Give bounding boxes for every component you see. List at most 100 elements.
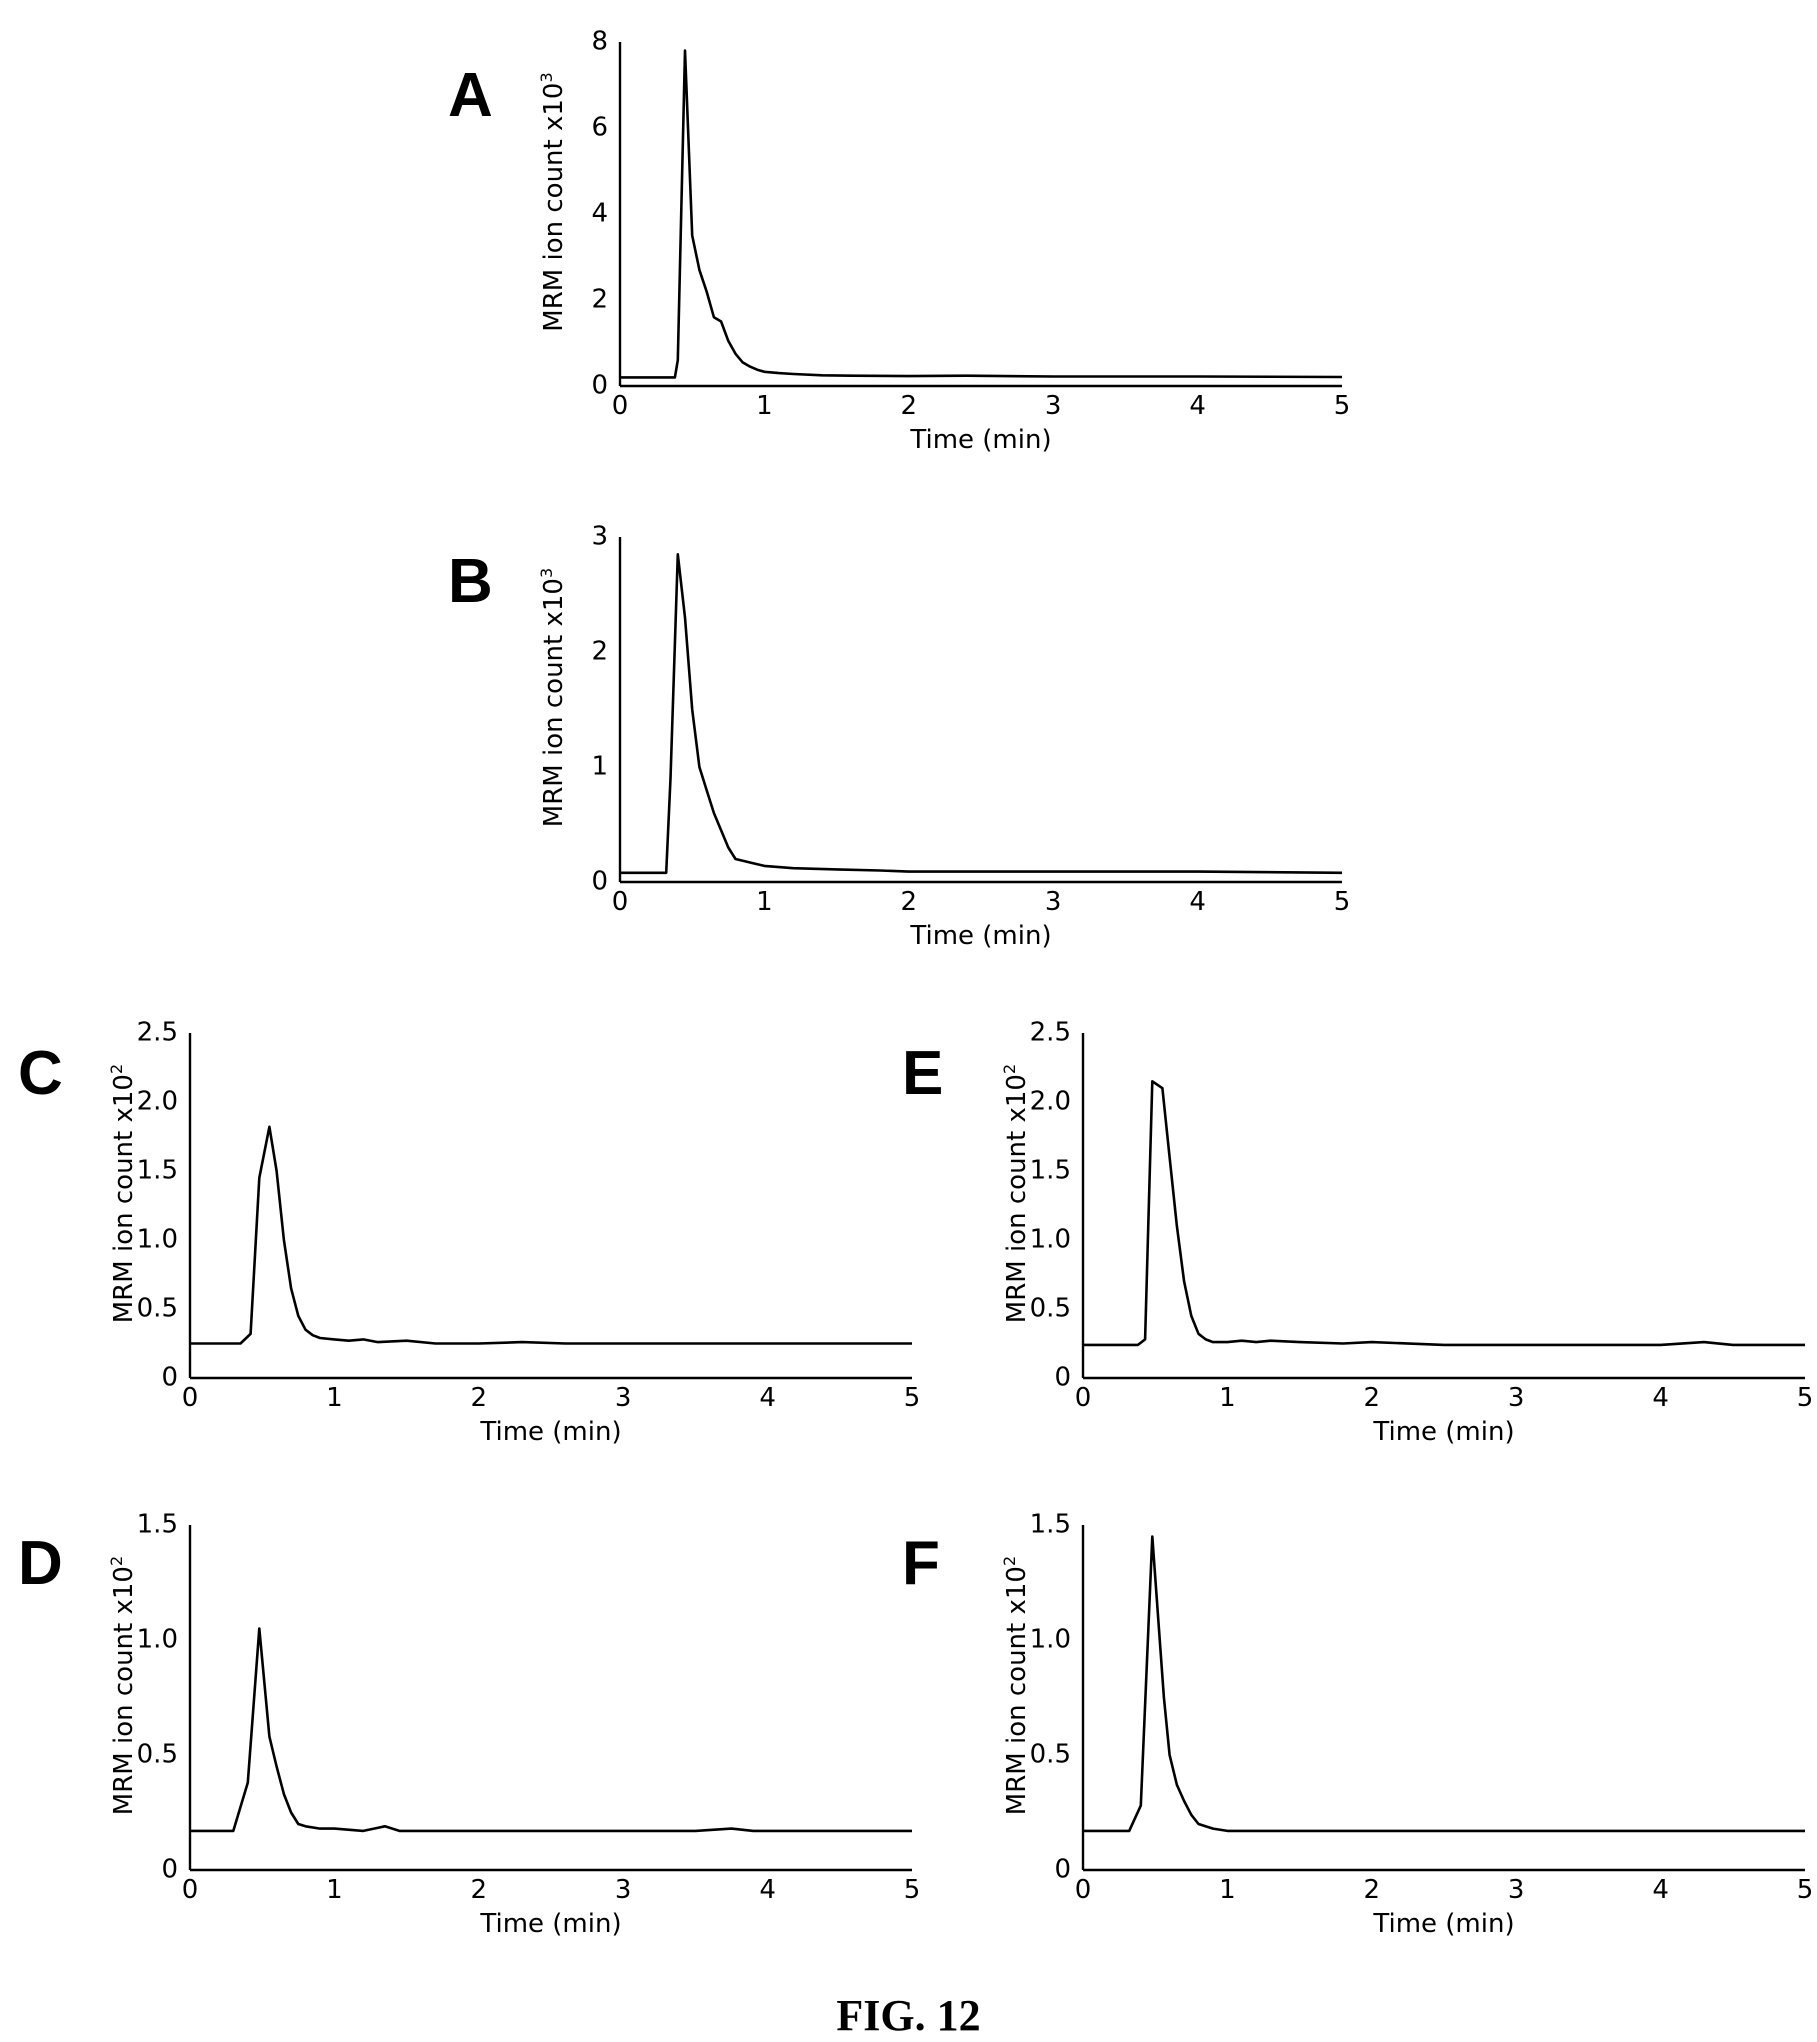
x-tick-label: 0 [612,391,629,421]
y-tick-label: 1.5 [137,1156,178,1186]
x-tick-label: 2 [901,887,918,917]
y-axis-title: MRM ion count x103 [537,72,569,331]
panel-letter: D [18,1529,63,1598]
x-tick-label: 0 [182,1383,199,1413]
x-tick-label: 3 [1045,887,1062,917]
x-tick-label: 1 [756,887,773,917]
x-tick-label: 1 [756,391,773,421]
x-tick-label: 4 [759,1383,776,1413]
y-axis-title: MRM ion count x102 [1000,1556,1032,1815]
y-tick-label: 0 [1054,1855,1071,1885]
y-axis-title-exponent: 2 [1000,1556,1019,1566]
x-tick-label: 1 [326,1875,343,1905]
y-tick-label: 1.0 [137,1625,178,1655]
x-tick-label: 0 [1075,1383,1092,1413]
chart-panel-e: E 0 0.5 1.0 1.5 2.0 2.5 0 1 2 3 4 5 Time (min) MRM ion… [902,1018,1813,1448]
x-tick-label: 5 [1334,887,1351,917]
y-tick-label: 0.5 [137,1294,178,1324]
y-axis-title-text: MRM ion count x10 [109,1074,139,1323]
y-axis-title-exponent: 3 [537,72,556,82]
x-tick-label: 3 [1045,391,1062,421]
y-tick-label: 2.5 [137,1018,178,1048]
y-tick-label: 1.0 [1030,1625,1071,1655]
x-tick-label: 4 [1652,1383,1669,1413]
series-line [620,49,1343,379]
y-tick-label: 0.5 [137,1740,178,1770]
y-tick-label: 0.5 [1030,1740,1071,1770]
panel-letter: E [902,1039,943,1108]
y-tick-label: 1.0 [137,1225,178,1255]
chart-panel-d: D 0 0.5 1.0 1.5 0 1 2 3 4 5 Time (min) MRM ion count… [18,1510,920,1940]
x-axis-title: Time (min) [909,921,1051,951]
y-axis-title: MRM ion count x102 [107,1064,139,1323]
x-tick-label: 1 [1219,1875,1236,1905]
x-tick-label: 4 [759,1875,776,1905]
x-tick-label: 4 [1189,887,1206,917]
y-tick-label: 2 [591,637,608,667]
y-axis-title-exponent: 2 [107,1556,126,1566]
y-axis-title-text: MRM ion count x10 [539,578,569,827]
series-line [190,1125,912,1345]
x-tick-label: 2 [1364,1383,1381,1413]
chart-panel-c: C 0 0.5 1.0 1.5 2.0 2.5 0 1 2 3 4 5 Time (min) MRM ion… [18,1018,920,1448]
y-tick-label: 3 [591,522,608,552]
y-tick-label: 2.5 [1030,1018,1071,1048]
y-axis-title: MRM ion count x102 [1000,1064,1032,1323]
x-tick-label: 5 [904,1875,921,1905]
series-line [1083,1080,1805,1347]
x-axis-title: Time (min) [1372,1417,1514,1447]
y-tick-label: 1.0 [1030,1225,1071,1255]
y-tick-label: 6 [591,113,608,143]
x-axis-title: Time (min) [479,1417,621,1447]
y-tick-label: 0 [1054,1363,1071,1393]
series-line [190,1627,912,1833]
series-line [1083,1535,1805,1833]
x-tick-label: 1 [1219,1383,1236,1413]
y-tick-label: 0 [591,867,608,897]
x-tick-label: 4 [1189,391,1206,421]
y-axis-title-exponent: 3 [537,568,556,578]
y-tick-label: 1 [591,752,608,782]
y-axis-title-text: MRM ion count x10 [1002,1566,1032,1815]
x-tick-label: 2 [471,1875,488,1905]
x-tick-label: 3 [1508,1875,1525,1905]
y-tick-label: 0 [161,1855,178,1885]
panel-letter: C [18,1039,63,1108]
x-tick-label: 0 [1075,1875,1092,1905]
x-tick-label: 4 [1652,1875,1669,1905]
x-tick-label: 2 [471,1383,488,1413]
y-tick-label: 0 [591,371,608,401]
x-tick-label: 0 [612,887,629,917]
x-axis-title: Time (min) [909,425,1051,455]
chart-panel-f: F 0 0.5 1.0 1.5 0 1 2 3 4 5 Time (min) MRM ion count… [902,1510,1813,1940]
x-tick-label: 1 [326,1383,343,1413]
x-tick-label: 3 [1508,1383,1525,1413]
panel-letter: A [448,61,493,130]
x-axis-title: Time (min) [1372,1909,1514,1939]
y-tick-label: 0 [161,1363,178,1393]
y-tick-label: 1.5 [137,1510,178,1540]
x-tick-label: 3 [615,1875,632,1905]
y-tick-label: 1.5 [1030,1510,1071,1540]
y-tick-label: 4 [591,199,608,229]
y-tick-label: 2.0 [1030,1087,1071,1117]
x-tick-label: 5 [1797,1875,1814,1905]
x-axis-title: Time (min) [479,1909,621,1939]
series-line [620,552,1343,875]
x-tick-label: 3 [615,1383,632,1413]
x-tick-label: 5 [1797,1383,1814,1413]
x-tick-label: 2 [901,391,918,421]
y-tick-label: 1.5 [1030,1156,1071,1186]
y-axis-title-text: MRM ion count x10 [1002,1074,1032,1323]
y-tick-label: 2.0 [137,1087,178,1117]
x-tick-label: 2 [1364,1875,1381,1905]
y-tick-label: 8 [591,27,608,57]
panel-letter: B [448,547,493,616]
y-tick-label: 0.5 [1030,1294,1071,1324]
figure-caption: FIG. 12 [836,1991,981,2040]
x-tick-label: 5 [1334,391,1351,421]
panel-letter: F [902,1529,940,1598]
